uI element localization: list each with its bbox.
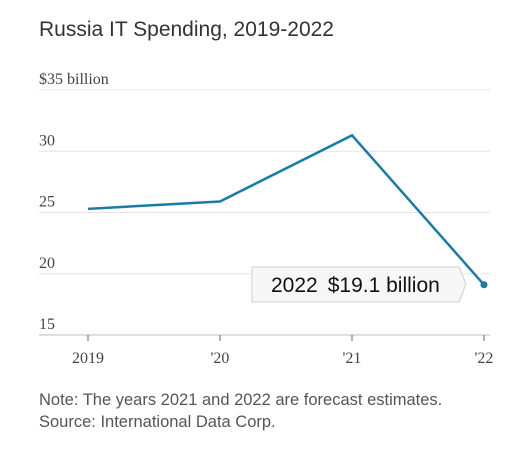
- data-points: [480, 281, 488, 289]
- x-tick-label: '20: [211, 350, 230, 367]
- svg-text:2022$19.1 billion: 2022 $19.1 billion: [271, 274, 440, 297]
- series-lines: [87, 133, 485, 286]
- value-annotation: 2022 $19.1 billion: [251, 266, 467, 303]
- annotation-value: $19.1 billion: [328, 274, 440, 297]
- data-point: [480, 281, 488, 289]
- annotation-year: 2022: [271, 274, 318, 297]
- annotation-callout: [251, 266, 467, 303]
- chart-notes: Note: The years 2021 and 2022 are foreca…: [39, 389, 479, 433]
- forecast-note: Note: The years 2021 and 2022 are foreca…: [39, 391, 443, 409]
- gridlines: [39, 89, 490, 275]
- y-tick-label: 20: [39, 255, 55, 272]
- y-tick-label: 30: [39, 132, 55, 149]
- y-tick-label: $35 billion: [39, 71, 109, 88]
- y-axis-ticks: $35 billion 30 25 20 15: [39, 71, 109, 333]
- y-tick-label: 25: [39, 194, 55, 211]
- x-tick-label: '21: [343, 350, 362, 367]
- x-tick-label: '22: [475, 350, 494, 367]
- chart-title: Russia IT Spending, 2019-2022: [39, 18, 334, 41]
- x-tick-label: 2019: [72, 350, 104, 367]
- y-tick-label: 15: [39, 316, 55, 333]
- series-line: [87, 133, 485, 286]
- source-note: Source: International Data Corp.: [39, 413, 276, 431]
- x-axis: 2019 '20 '21 '22: [39, 334, 494, 367]
